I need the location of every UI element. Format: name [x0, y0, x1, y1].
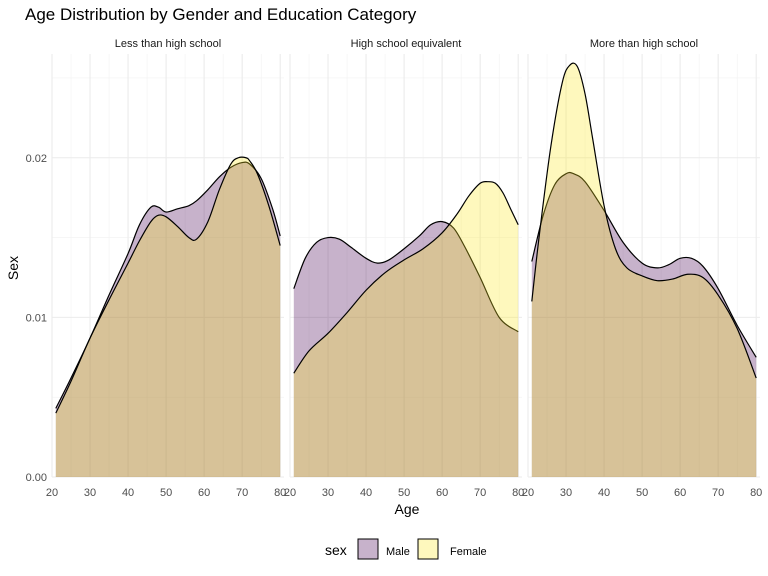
- legend: sex Male Female: [325, 538, 487, 560]
- x-axis-title: Age: [395, 501, 420, 517]
- facet-label: High school equivalent: [351, 38, 462, 50]
- y-tick-label: 0.01: [26, 312, 47, 324]
- x-tick-label: 50: [636, 487, 648, 499]
- legend-title: sex: [325, 542, 347, 558]
- density-line-female: [55, 156, 281, 414]
- density-line-female: [293, 180, 519, 374]
- density-line-female: [531, 62, 757, 379]
- density-line-male: [293, 220, 519, 333]
- panel-background: [290, 54, 522, 477]
- density-line-male: [55, 161, 281, 409]
- density-area-male: [531, 172, 757, 477]
- density-area-male: [55, 162, 281, 478]
- chart-title: Age Distribution by Gender and Education…: [25, 5, 417, 24]
- facet-label: Less than high school: [115, 38, 221, 50]
- x-tick-label: 70: [712, 487, 724, 499]
- x-tick-label: 60: [674, 487, 686, 499]
- x-tick-label: 80: [750, 487, 762, 499]
- legend-key-female: [417, 538, 439, 560]
- x-tick-label: 70: [236, 487, 248, 499]
- facet-panel: Less than high school 20 30 40 50 60 70 80: [46, 38, 286, 499]
- y-axis-title: Sex: [5, 256, 21, 280]
- facet-panel: More than high school 20 30 40 50 60 70 80: [522, 38, 762, 499]
- x-tick-label: 60: [436, 487, 448, 499]
- legend-label-male: Male: [386, 546, 410, 558]
- x-tick-label: 40: [122, 487, 134, 499]
- y-tick-label: 0.00: [26, 472, 47, 484]
- y-tick-label: 0.02: [26, 153, 47, 165]
- x-tick-label: 30: [560, 487, 572, 499]
- x-tick-label: 70: [474, 487, 486, 499]
- density-area-male: [293, 221, 519, 477]
- facet-label: More than high school: [590, 38, 698, 50]
- x-tick-label: 30: [322, 487, 334, 499]
- x-tick-label: 50: [398, 487, 410, 499]
- legend-key-male: [357, 538, 379, 560]
- density-area-female: [293, 181, 519, 477]
- x-tick-label: 20: [284, 487, 296, 499]
- x-tick-label: 20: [522, 487, 534, 499]
- density-area-female: [531, 63, 757, 478]
- panel-background: [528, 54, 760, 477]
- x-tick-label: 80: [274, 487, 286, 499]
- x-tick-label: 40: [598, 487, 610, 499]
- density-line-male: [531, 171, 757, 358]
- density-area-female: [55, 157, 281, 478]
- x-tick-label: 40: [360, 487, 372, 499]
- panel-background: [52, 54, 284, 477]
- x-tick-label: 20: [46, 487, 58, 499]
- x-tick-label: 50: [160, 487, 172, 499]
- x-tick-label: 60: [198, 487, 210, 499]
- legend-label-female: Female: [450, 546, 487, 558]
- x-tick-label: 80: [512, 487, 524, 499]
- facet-panel: High school equivalent 20 30 40 50 60 70 80: [284, 38, 524, 499]
- x-tick-label: 30: [84, 487, 96, 499]
